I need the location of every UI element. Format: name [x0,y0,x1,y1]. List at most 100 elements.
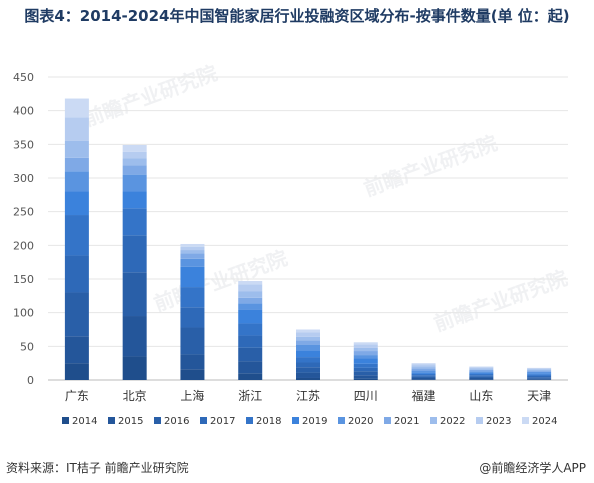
bar-segment [411,377,436,380]
bar-segment [296,336,320,341]
bar-segment [527,367,552,369]
bar-segment [296,372,320,378]
bar-segment [296,357,320,363]
x-category-label: 广东 [65,389,89,403]
bar-segment [411,363,436,365]
legend-label: 2022 [440,416,465,427]
bar-segment [64,292,89,337]
bar-segment [180,253,205,259]
bar-segment [64,157,89,172]
bar-segment [238,347,263,362]
x-category-label: 山东 [469,389,493,403]
bar-segment [64,140,89,158]
bar-segment [527,369,552,371]
bar-segment [180,250,205,254]
bar-segment [527,374,552,376]
bar-segment [411,372,436,374]
bar-segment [122,316,147,357]
y-tick-label: 150 [13,273,34,286]
bar-segment [527,377,552,379]
bar-segment [180,287,205,308]
bar-segment [353,355,378,359]
bar-segment [64,255,89,293]
bar-segment [469,376,494,378]
legend-label: 2021 [394,416,419,427]
y-tick-label: 250 [13,206,34,219]
bar-segment [122,174,147,192]
legend-swatch [384,417,391,424]
bar-segment [180,258,205,267]
bar-segment [411,379,436,380]
y-tick-label: 450 [13,71,34,84]
bar-segment [122,356,147,380]
legend-label: 2016 [164,416,189,427]
bar-segment [238,309,263,324]
y-tick-label: 300 [13,172,34,185]
x-category-label: 天津 [527,389,551,403]
bar-segment [64,336,89,364]
brand-label: @前瞻经济学人APP [479,461,586,475]
bar-segment [238,373,263,380]
bar-segment [296,367,320,373]
bar-segment [238,303,263,310]
bar-segment [180,246,205,251]
y-tick-label: 200 [13,239,34,252]
bar-segment [238,335,263,348]
bar-segment [353,371,378,376]
legend-swatch [522,417,529,424]
bar-segment [122,145,147,152]
bar-segment [64,191,89,216]
x-category-label: 浙江 [238,389,262,403]
bar-segment [122,272,147,317]
bar-segment [469,372,494,374]
bar-segment [353,367,378,372]
bar-segment [353,342,378,345]
y-tick-label: 400 [13,105,34,118]
bar-segment [353,363,378,368]
bar-segment [64,215,89,256]
bar-segment [296,332,320,337]
bar-segment [527,373,552,375]
bar-segment [353,347,378,352]
bar-segment [469,373,494,376]
bar-segment [238,361,263,374]
bar-segment [180,327,205,355]
bar-segment [296,350,320,358]
bar-segment [238,281,263,285]
bar-segment [527,371,552,374]
y-tick-label: 350 [13,138,34,151]
bar-segment [469,371,494,373]
bar-segment [122,158,147,166]
x-category-label: 北京 [123,389,147,403]
bar-segment [469,369,494,372]
x-category-label: 福建 [412,388,436,403]
legend-label: 2015 [118,416,143,427]
y-tick-label: 50 [20,340,34,353]
bar-segment [122,208,147,236]
y-tick-label: 100 [13,307,34,320]
legend-label: 2018 [256,416,281,427]
bar-segment [180,354,205,370]
bar-segment [296,329,320,333]
bar-segment [469,375,494,377]
bar-segment [238,291,263,298]
y-axis: 0 50 100 150 200 250 300 350 400 450 [13,71,34,387]
bar-segment [411,375,436,377]
bar-segment [64,171,89,192]
legend-swatch [108,417,115,424]
bar-segment [180,369,205,380]
legend-label: 2020 [348,416,373,427]
bar-segment [527,368,552,370]
bar-segment [469,367,494,369]
source-note: 资料来源：IT桔子 前瞻产业研究院 [6,461,189,475]
legend-swatch [476,417,483,424]
legend-label: 2023 [486,416,511,427]
bar-segment [353,378,378,380]
bar-segment [527,370,552,372]
legend-label: 2017 [210,416,235,427]
bar-segment [180,266,205,288]
legend: 2014 2015 2016 2017 2018 2019 2020 2021 2022 2023… [62,416,557,427]
legend-swatch [154,417,161,424]
bar-segment [64,363,89,380]
